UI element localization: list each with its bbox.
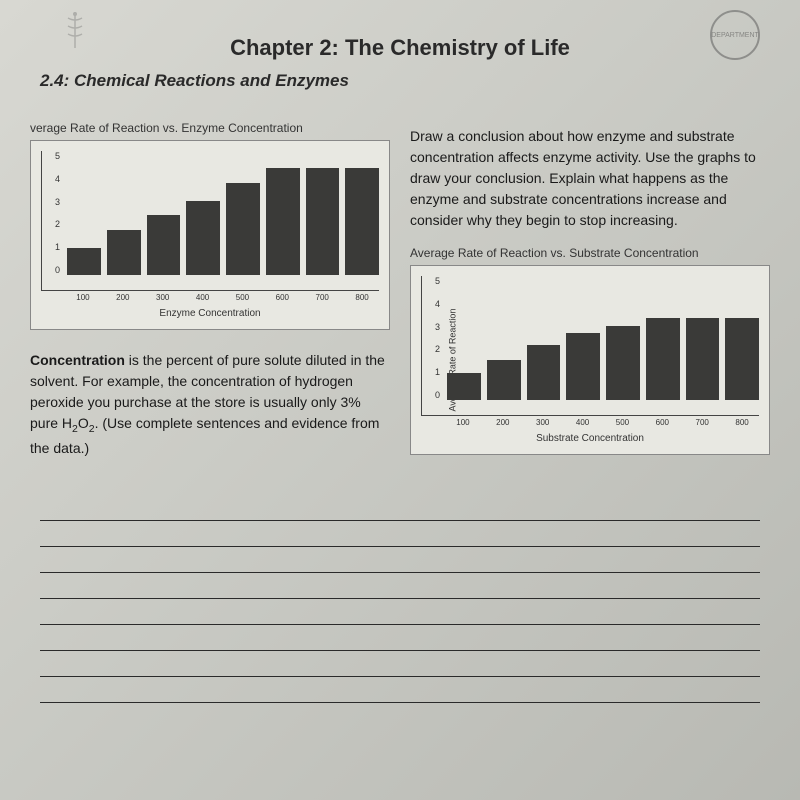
right-column: Draw a conclusion about how enzyme and s… xyxy=(410,121,770,459)
y-tick: 1 xyxy=(422,367,444,377)
y-tick: 3 xyxy=(42,197,64,207)
mid: O xyxy=(78,415,89,431)
x-tick: 700 xyxy=(685,418,719,427)
y-tick: 4 xyxy=(422,299,444,309)
department-seal: DEPARTMENT xyxy=(710,10,760,60)
worksheet-page: DEPARTMENT Chapter 2: The Chemistry of L… xyxy=(0,0,800,800)
seal-label: DEPARTMENT xyxy=(711,32,759,39)
concentration-bold: Concentration xyxy=(30,352,125,368)
bar xyxy=(186,201,220,275)
bar xyxy=(67,248,101,275)
answer-line[interactable] xyxy=(40,551,760,573)
x-tick: 200 xyxy=(486,418,520,427)
section-title: 2.4: Chemical Reactions and Enzymes xyxy=(40,71,770,91)
chart2-x-labels: 100 200 300 400 500 600 700 800 xyxy=(421,418,759,427)
bar xyxy=(566,333,600,400)
chart2-y-ticks: 0 1 2 3 4 5 xyxy=(422,276,444,400)
bar xyxy=(266,168,300,275)
bar xyxy=(527,345,561,400)
bar xyxy=(345,168,379,275)
y-tick: 1 xyxy=(42,242,64,252)
bar xyxy=(646,318,680,400)
concentration-definition: Concentration is the percent of pure sol… xyxy=(30,350,390,459)
x-tick: 500 xyxy=(226,293,260,302)
x-tick: 100 xyxy=(66,293,100,302)
answer-line[interactable] xyxy=(40,499,760,521)
y-tick: 5 xyxy=(42,151,64,161)
x-tick: 400 xyxy=(186,293,220,302)
answer-line[interactable] xyxy=(40,681,760,703)
y-tick: 0 xyxy=(42,265,64,275)
chart1-box: 0 1 2 3 4 5 100 200 300 400 500 600 700 800 Enzyme C… xyxy=(30,140,390,330)
bar xyxy=(306,168,340,275)
x-tick: 700 xyxy=(305,293,339,302)
y-tick: 2 xyxy=(42,219,64,229)
bar xyxy=(725,318,759,400)
instruction-text: Draw a conclusion about how enzyme and s… xyxy=(410,126,770,231)
answer-line[interactable] xyxy=(40,629,760,651)
chart1-x-labels: 100 200 300 400 500 600 700 800 xyxy=(41,293,379,302)
x-tick: 400 xyxy=(566,418,600,427)
chart1-xlabel: Enzyme Concentration xyxy=(41,308,379,319)
chart1-y-ticks: 0 1 2 3 4 5 xyxy=(42,151,64,275)
x-tick: 100 xyxy=(446,418,480,427)
x-tick: 800 xyxy=(345,293,379,302)
chart2-xlabel: Substrate Concentration xyxy=(421,433,759,444)
answer-line[interactable] xyxy=(40,525,760,547)
chart2-title: Average Rate of Reaction vs. Substrate C… xyxy=(410,246,770,260)
answer-line[interactable] xyxy=(40,577,760,599)
bar xyxy=(606,326,640,400)
bar xyxy=(226,183,260,275)
chart2-bars: 0 1 2 3 4 5 xyxy=(421,276,759,416)
chart2-box: Average Rate of Reaction 012345 10020030… xyxy=(410,265,770,455)
x-tick: 600 xyxy=(645,418,679,427)
x-tick: 300 xyxy=(526,418,560,427)
bar xyxy=(147,215,181,275)
content-area: verage Rate of Reaction vs. Enzyme Conce… xyxy=(30,121,770,459)
bar xyxy=(447,373,481,400)
y-tick: 4 xyxy=(42,174,64,184)
y-tick: 2 xyxy=(422,344,444,354)
chapter-title: Chapter 2: The Chemistry of Life xyxy=(30,35,770,61)
bar xyxy=(686,318,720,400)
caduceus-icon xyxy=(60,10,90,50)
y-tick: 5 xyxy=(422,276,444,286)
x-tick: 800 xyxy=(725,418,759,427)
chart2-wrapper: Average Rate of Reaction vs. Substrate C… xyxy=(410,246,770,455)
x-tick: 600 xyxy=(265,293,299,302)
left-column: verage Rate of Reaction vs. Enzyme Conce… xyxy=(30,121,390,459)
x-tick: 300 xyxy=(146,293,180,302)
answer-line[interactable] xyxy=(40,655,760,677)
bar xyxy=(107,230,141,275)
y-tick: 3 xyxy=(422,322,444,332)
bar xyxy=(487,360,521,400)
y-tick: 0 xyxy=(422,390,444,400)
answer-lines xyxy=(30,499,770,703)
x-tick: 500 xyxy=(606,418,640,427)
chart1-title: verage Rate of Reaction vs. Enzyme Conce… xyxy=(30,121,390,135)
x-tick: 200 xyxy=(106,293,140,302)
answer-line[interactable] xyxy=(40,603,760,625)
chart1-bars: 0 1 2 3 4 5 xyxy=(41,151,379,291)
